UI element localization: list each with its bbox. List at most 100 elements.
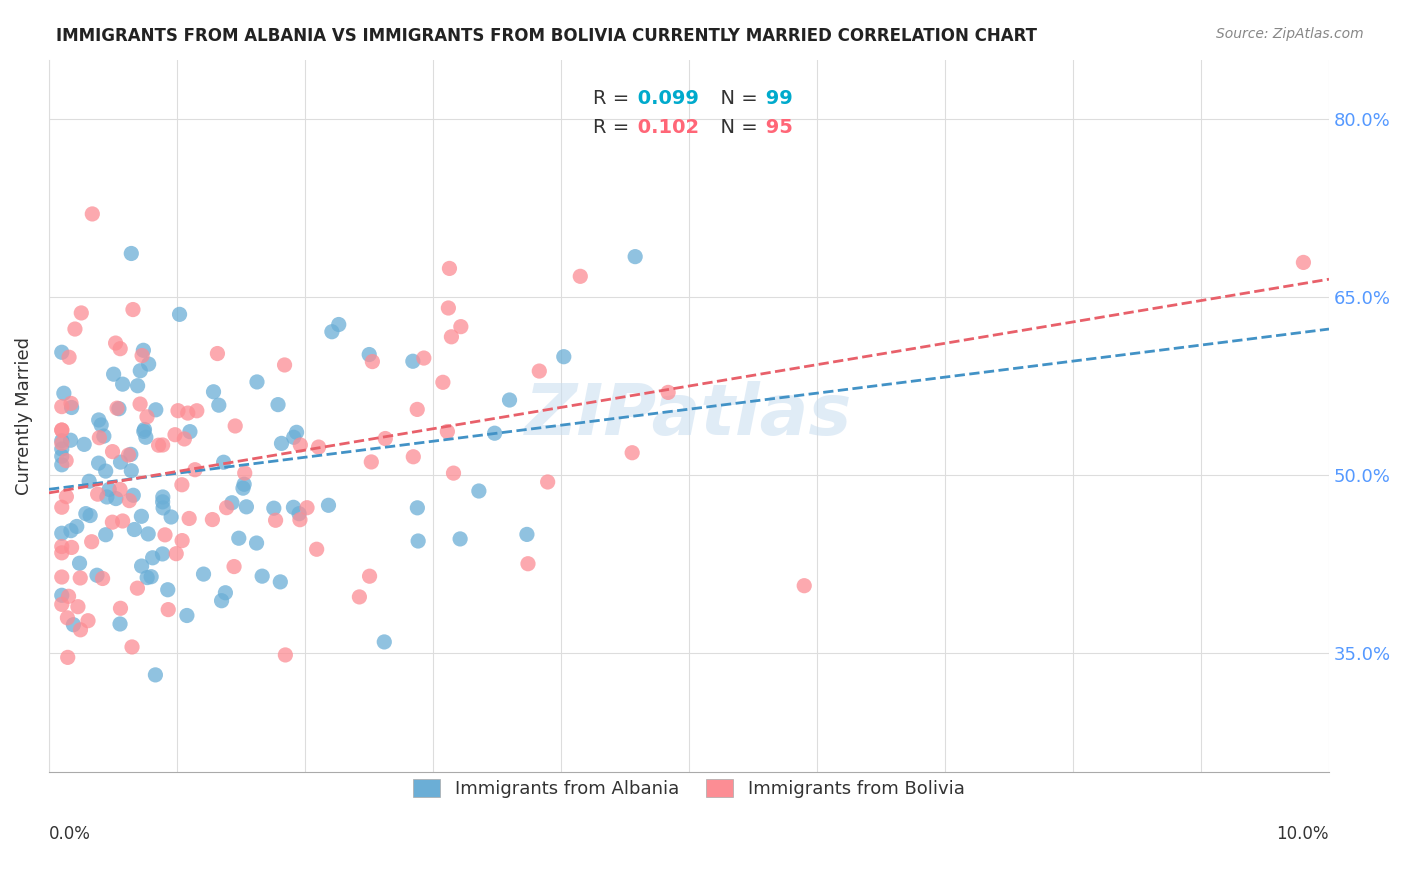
Point <box>173 432 195 446</box>
Point <box>439 261 461 276</box>
Point <box>443 466 465 480</box>
Point <box>120 464 142 478</box>
Point <box>51 423 73 437</box>
Point <box>406 500 429 515</box>
Point <box>101 444 124 458</box>
Point <box>131 559 153 574</box>
Point <box>51 588 73 602</box>
Point <box>246 375 269 389</box>
Point <box>111 514 134 528</box>
Point <box>214 586 236 600</box>
Point <box>73 437 96 451</box>
Point <box>349 590 371 604</box>
Point <box>51 570 73 584</box>
Point <box>184 463 207 477</box>
Point <box>62 617 84 632</box>
Point <box>468 483 491 498</box>
Point <box>245 536 267 550</box>
Point <box>117 448 139 462</box>
Point <box>264 513 287 527</box>
Point <box>51 434 73 448</box>
Point <box>274 648 297 662</box>
Point <box>250 569 273 583</box>
Point <box>374 432 396 446</box>
Point <box>406 402 429 417</box>
Point <box>110 601 132 615</box>
Point <box>138 357 160 371</box>
Point <box>152 500 174 515</box>
Point <box>360 455 382 469</box>
Point <box>305 542 328 557</box>
Point <box>91 572 114 586</box>
Text: 0.102: 0.102 <box>631 118 700 136</box>
Point <box>87 413 110 427</box>
Text: 0.0%: 0.0% <box>49 825 91 843</box>
Point <box>145 668 167 682</box>
Point <box>267 398 290 412</box>
Point <box>179 425 201 439</box>
Point <box>108 483 131 497</box>
Point <box>51 345 73 359</box>
Point <box>193 567 215 582</box>
Point <box>96 490 118 504</box>
Point <box>51 423 73 437</box>
Point <box>270 436 292 450</box>
Text: 0.099: 0.099 <box>631 89 699 108</box>
Point <box>283 430 305 444</box>
Point <box>52 386 75 401</box>
Point <box>288 513 311 527</box>
Point <box>177 406 200 420</box>
Point <box>211 593 233 607</box>
Point <box>406 534 429 549</box>
Point <box>108 401 131 416</box>
Point <box>132 343 155 358</box>
Point <box>318 498 340 512</box>
Point <box>89 431 111 445</box>
Point <box>273 358 295 372</box>
Point <box>222 559 245 574</box>
Point <box>94 464 117 478</box>
Point <box>69 623 91 637</box>
Point <box>51 442 73 456</box>
Point <box>111 377 134 392</box>
Point <box>142 550 165 565</box>
Point <box>79 508 101 523</box>
Point <box>361 354 384 368</box>
Y-axis label: Currently Married: Currently Married <box>15 336 32 495</box>
Point <box>77 475 100 489</box>
Point <box>308 440 330 454</box>
Point <box>101 515 124 529</box>
Point <box>529 364 551 378</box>
Point <box>51 436 73 450</box>
Point <box>437 301 460 315</box>
Point <box>56 650 79 665</box>
Point <box>63 322 86 336</box>
Text: R =: R = <box>593 118 630 136</box>
Point <box>56 611 79 625</box>
Point <box>235 500 257 514</box>
Point <box>70 306 93 320</box>
Point <box>156 582 179 597</box>
Point <box>269 574 291 589</box>
Point <box>359 347 381 361</box>
Point <box>51 598 73 612</box>
Point <box>66 519 89 533</box>
Text: 99: 99 <box>759 89 793 108</box>
Point <box>131 349 153 363</box>
Point <box>51 546 73 560</box>
Point <box>232 481 254 495</box>
Point <box>224 419 246 434</box>
Point <box>60 401 83 415</box>
Point <box>124 523 146 537</box>
Point <box>127 581 149 595</box>
Point <box>108 342 131 356</box>
Point <box>82 207 104 221</box>
Point <box>51 400 73 414</box>
Point <box>51 500 73 515</box>
Point <box>152 438 174 452</box>
Point <box>59 434 82 448</box>
Point <box>77 614 100 628</box>
Point <box>120 447 142 461</box>
Point <box>98 483 121 497</box>
Point <box>152 547 174 561</box>
